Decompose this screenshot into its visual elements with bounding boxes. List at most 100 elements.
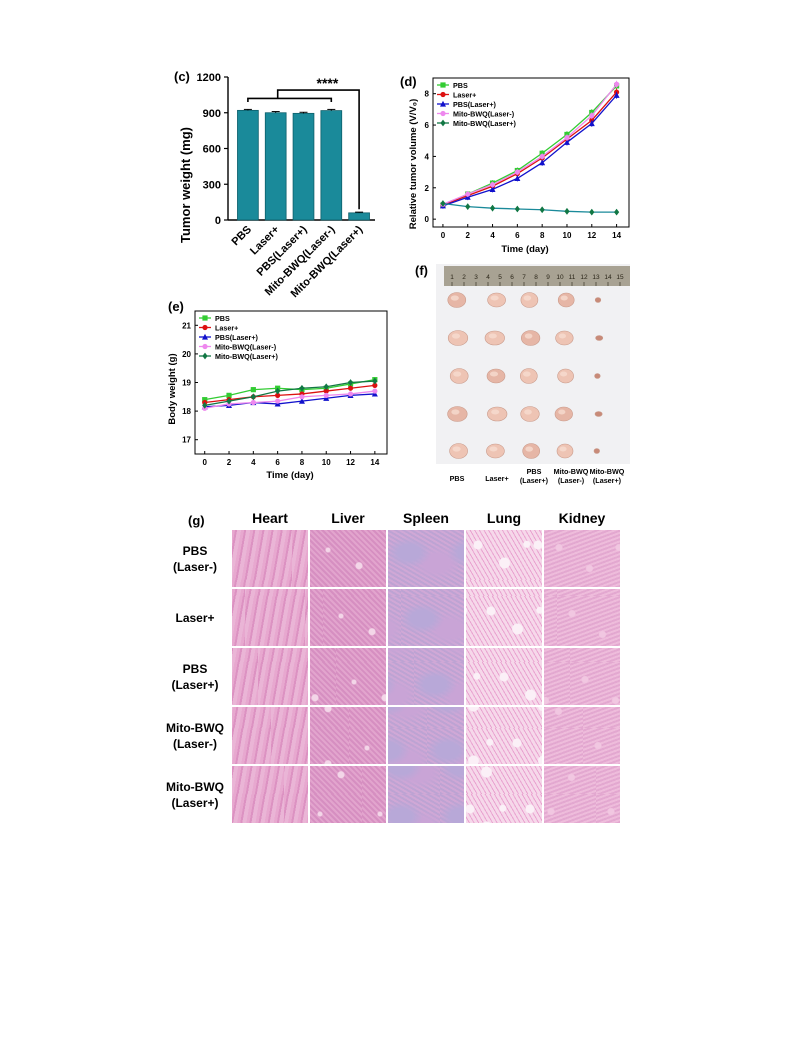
d-plot-point: [514, 205, 520, 213]
d-plot-legend-label: PBS: [453, 81, 468, 90]
ruler-number: 5: [498, 274, 502, 281]
histology-tile-kidney: [544, 589, 620, 646]
e-plot-point: [372, 388, 378, 394]
panel-label-g: (g): [188, 513, 205, 528]
e-plot-point: [202, 343, 208, 350]
tumor-highlight: [451, 333, 461, 339]
panel-label-f: (f): [415, 263, 428, 278]
e-plot-legend-label: Mito-BWQ(Laser-): [215, 343, 277, 352]
tumor-highlight: [559, 446, 567, 452]
histology-tile-spleen: [388, 707, 464, 764]
photo-column-label: Mito-BWQ: [590, 467, 625, 476]
d-plot-xtick-label: 4: [490, 231, 495, 240]
d-plot-series-line: [442, 94, 618, 207]
c-significance-bracket: [276, 89, 360, 210]
e-plot-xtick-label: 4: [251, 458, 256, 467]
e-plot-xtick-label: 10: [322, 458, 331, 467]
tumor-highlight: [560, 295, 568, 301]
photo-column-label: PBS: [450, 474, 465, 483]
e-plot-point: [202, 352, 208, 360]
histology-tile-lung: [466, 766, 542, 823]
e-plot-point: [275, 398, 281, 404]
tumor-specimen: [595, 335, 604, 341]
e-plot-xtick-label: 12: [346, 458, 355, 467]
histology-row-line1: Laser+: [175, 610, 215, 625]
histology-tile-heart: [232, 707, 308, 764]
e-plot-xtick-label: 8: [300, 458, 305, 467]
ruler-number: 8: [534, 274, 538, 281]
histology-row-label: Laser+: [160, 610, 230, 626]
histology-tile-heart: [232, 766, 308, 823]
e-plot-legend-label: PBS: [215, 314, 230, 323]
d-plot-point: [588, 120, 595, 127]
ruler-number: 2: [462, 274, 466, 281]
histology-column-spleen: Spleen: [403, 510, 449, 526]
photo-column-label: Laser+: [485, 474, 508, 483]
e-plot-point: [226, 392, 232, 398]
c-bar: [348, 212, 370, 221]
e-plot-legend-label: Mito-BWQ(Laser+): [215, 352, 278, 361]
histology-tile-lung: [466, 707, 542, 764]
d-plot-xtick-label: 0: [441, 231, 446, 240]
histology-row-line1: PBS: [182, 661, 208, 676]
histology-row-label: Mito-BWQ (Laser-): [160, 720, 230, 752]
histology-row-line1: Mito-BWQ: [166, 779, 224, 794]
histology-tile-spleen: [388, 589, 464, 646]
d-plot-point: [613, 208, 620, 216]
tumor-specimen: [594, 411, 603, 417]
chart-d-xlabel: Time (day): [501, 244, 548, 255]
d-plot-xtick-label: 8: [540, 231, 545, 240]
chart-c-ylabel: Tumor weight (mg): [178, 127, 193, 243]
histology-column-heart: Heart: [252, 510, 288, 526]
histology-tile-heart: [232, 648, 308, 705]
chart-e: (e) Body weight (g) Time (day) 171819202…: [167, 299, 388, 481]
tumor-highlight: [522, 371, 531, 377]
histology-tile-lung: [466, 589, 542, 646]
d-plot-point: [440, 82, 446, 88]
c-ytick-label: 300: [203, 179, 221, 191]
d-plot-xtick-label: 14: [612, 231, 621, 240]
e-plot-xtick-label: 2: [227, 458, 232, 467]
e-plot-legend-label: PBS(Laser+): [215, 333, 259, 342]
tumor-specimen: [594, 373, 601, 379]
histology-tile-kidney: [544, 707, 620, 764]
e-plot-point: [372, 377, 378, 385]
d-plot-legend-label: Mito-BWQ(Laser+): [453, 119, 516, 128]
histology-g: (g) Heart Liver Spleen Lung Kidney PBS (Laser…: [160, 505, 630, 835]
e-plot-ytick-label: 18: [182, 407, 191, 416]
tumor-highlight: [560, 371, 568, 377]
histology-tile-liver: [310, 648, 386, 705]
e-plot-point: [323, 392, 329, 398]
e-plot-series-line: [204, 378, 375, 401]
histology-tile-spleen: [388, 530, 464, 587]
histology-column-liver: Liver: [331, 510, 365, 526]
histology-row-label: Mito-BWQ (Laser+): [160, 779, 230, 811]
ruler-number: 6: [510, 274, 514, 281]
d-plot-xtick-label: 10: [563, 231, 572, 240]
histology-tile-liver: [310, 766, 386, 823]
e-plot-point: [202, 333, 208, 340]
e-plot-series-line: [204, 390, 375, 409]
photo-f: (f) 1 2 3 4 5 6 7 8 9 10 11 12 13 14 15 PBS Laser+PBS(L…: [415, 263, 630, 485]
tumor-highlight: [490, 295, 499, 301]
d-plot-point: [440, 100, 446, 107]
tumor-highlight: [491, 409, 500, 415]
d-plot-point: [564, 207, 570, 215]
c-ytick-label: 0: [215, 215, 221, 227]
ruler-number: 10: [556, 274, 564, 281]
d-plot-point: [564, 135, 570, 141]
tumor-highlight: [453, 371, 462, 377]
e-plot-point: [275, 392, 281, 398]
e-plot-ytick-label: 20: [182, 350, 191, 359]
tumor-highlight: [524, 409, 532, 415]
tumor-highlight: [489, 371, 499, 377]
e-plot-ytick-label: 21: [182, 321, 191, 330]
e-plot-point: [347, 391, 354, 397]
d-plot-point: [613, 81, 620, 87]
tumor-specimen: [594, 297, 602, 303]
d-plot-point: [589, 208, 595, 216]
d-plot-point: [563, 139, 570, 145]
c-ytick-label: 900: [203, 108, 221, 120]
tumor-highlight: [524, 333, 533, 339]
d-plot-frame: [432, 77, 630, 228]
